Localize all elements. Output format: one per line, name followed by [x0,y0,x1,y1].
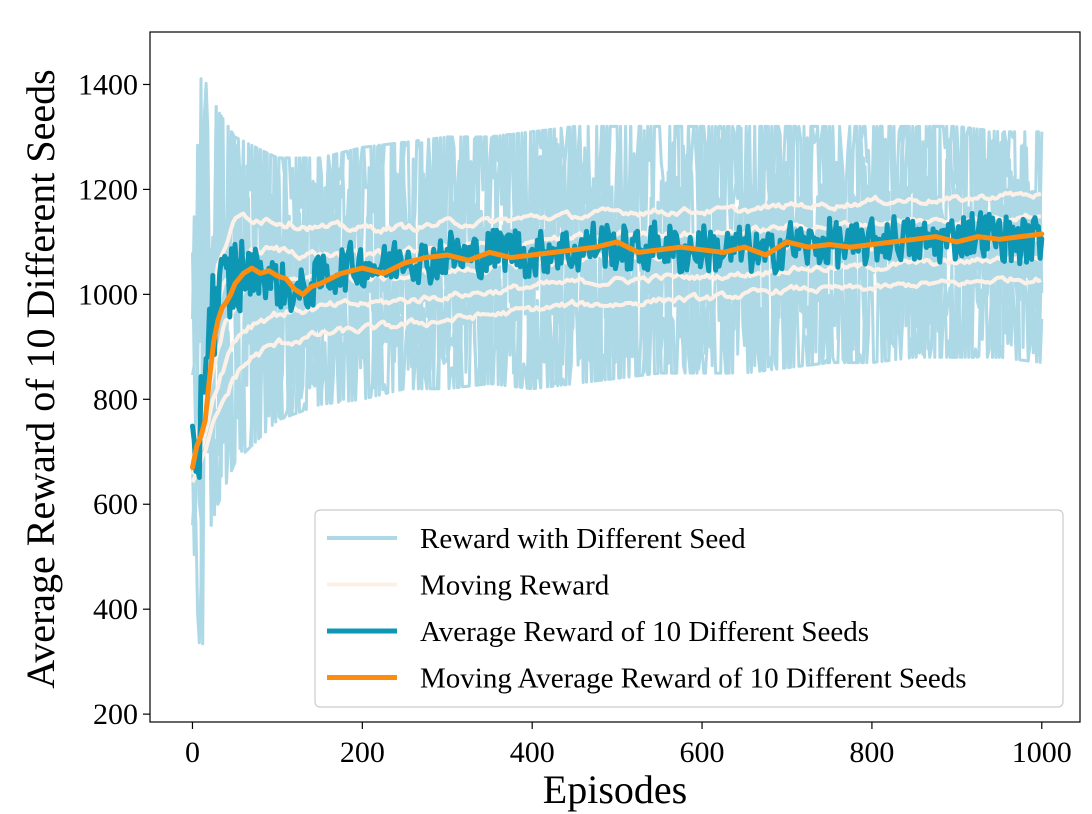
series-lines [190,210,1045,480]
y-tick-label: 1000 [78,278,138,311]
legend-label-average-reward: Average Reward of 10 Different Seeds [420,616,869,648]
y-axis-title: Average Reward of 10 Different Seeds [18,69,63,688]
y-tick-label: 200 [93,698,138,731]
legend-label-seed-moving-rewards: Moving Reward [420,570,610,602]
seed-moving-rewards-line-2 [190,254,1042,476]
plot-frame [149,31,1081,723]
x-tick-label: 1000 [1012,736,1072,769]
moving-average-reward-line [190,231,1045,470]
x-tick-label: 200 [340,736,385,769]
x-axis: 0 200 400 600 800 1000 [185,722,1072,769]
y-tick-label: 1200 [78,173,138,206]
seed-moving-rewards-line-1 [190,275,1042,484]
x-axis-title: Episodes [543,767,687,812]
x-tick-label: 800 [849,736,894,769]
seed-rewards-line-5 [191,77,1044,369]
y-tick-label: 800 [93,383,138,416]
average-reward-line [190,210,1045,480]
legend-label-seed-rewards: Reward with Different Seed [420,523,746,555]
y-tick-label: 1400 [78,68,138,101]
y-tick-label: 400 [93,593,138,626]
y-axis: 200 400 600 800 1000 1200 1400 [78,68,150,731]
x-tick-label: 0 [185,736,200,769]
seed-moving-rewards-line-4 [190,212,1042,463]
x-tick-label: 400 [510,736,555,769]
y-tick-label: 600 [93,488,138,521]
legend-box [314,509,1064,708]
legend: Reward with Different Seed Moving Reward A… [314,509,1064,708]
x-tick-label: 600 [680,736,725,769]
legend-label-moving-average-reward: Moving Average Reward of 10 Different Se… [420,663,967,695]
seed-moving-rewards-line-5 [190,190,1042,458]
